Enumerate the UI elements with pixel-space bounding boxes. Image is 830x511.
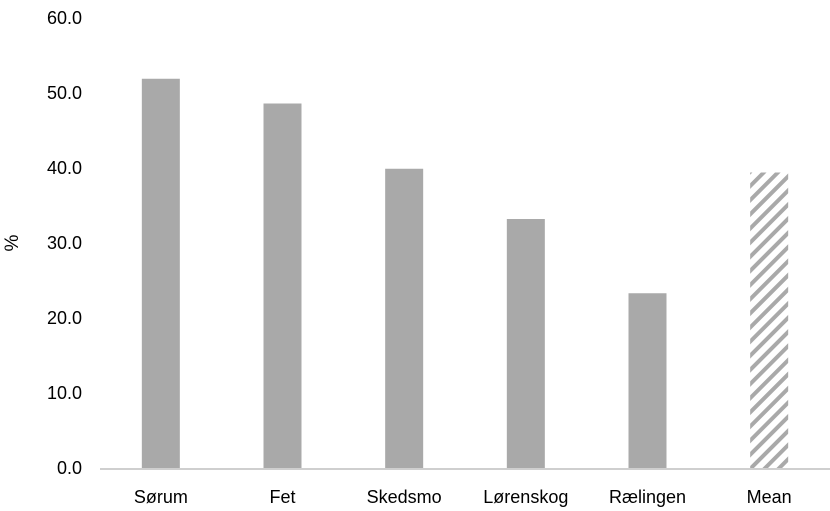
x-category-label: Lørenskog — [483, 487, 568, 507]
bar — [263, 103, 302, 468]
y-tick-label: 10.0 — [47, 383, 82, 403]
bar — [385, 168, 424, 468]
y-tick-label: 50.0 — [47, 83, 82, 103]
bars — [141, 78, 789, 468]
bar — [628, 293, 667, 468]
x-axis-category-labels: Sørum Fet Skedsmo Lørenskog Rælingen Mean — [134, 487, 792, 507]
x-category-label: Mean — [747, 487, 792, 507]
y-tick-label: 30.0 — [47, 233, 82, 253]
y-axis-tick-labels: 0.0 10.0 20.0 30.0 40.0 50.0 60.0 — [47, 8, 82, 478]
y-axis-title: % — [2, 234, 23, 251]
y-tick-label: 60.0 — [47, 8, 82, 28]
y-tick-label: 20.0 — [47, 308, 82, 328]
x-category-label: Skedsmo — [367, 487, 442, 507]
x-category-label: Rælingen — [609, 487, 686, 507]
y-tick-label: 0.0 — [57, 458, 82, 478]
x-category-label: Sørum — [134, 487, 188, 507]
x-category-label: Fet — [269, 487, 295, 507]
bar — [141, 78, 180, 468]
bar-mean — [750, 172, 789, 468]
bar — [506, 219, 545, 468]
y-tick-label: 40.0 — [47, 158, 82, 178]
